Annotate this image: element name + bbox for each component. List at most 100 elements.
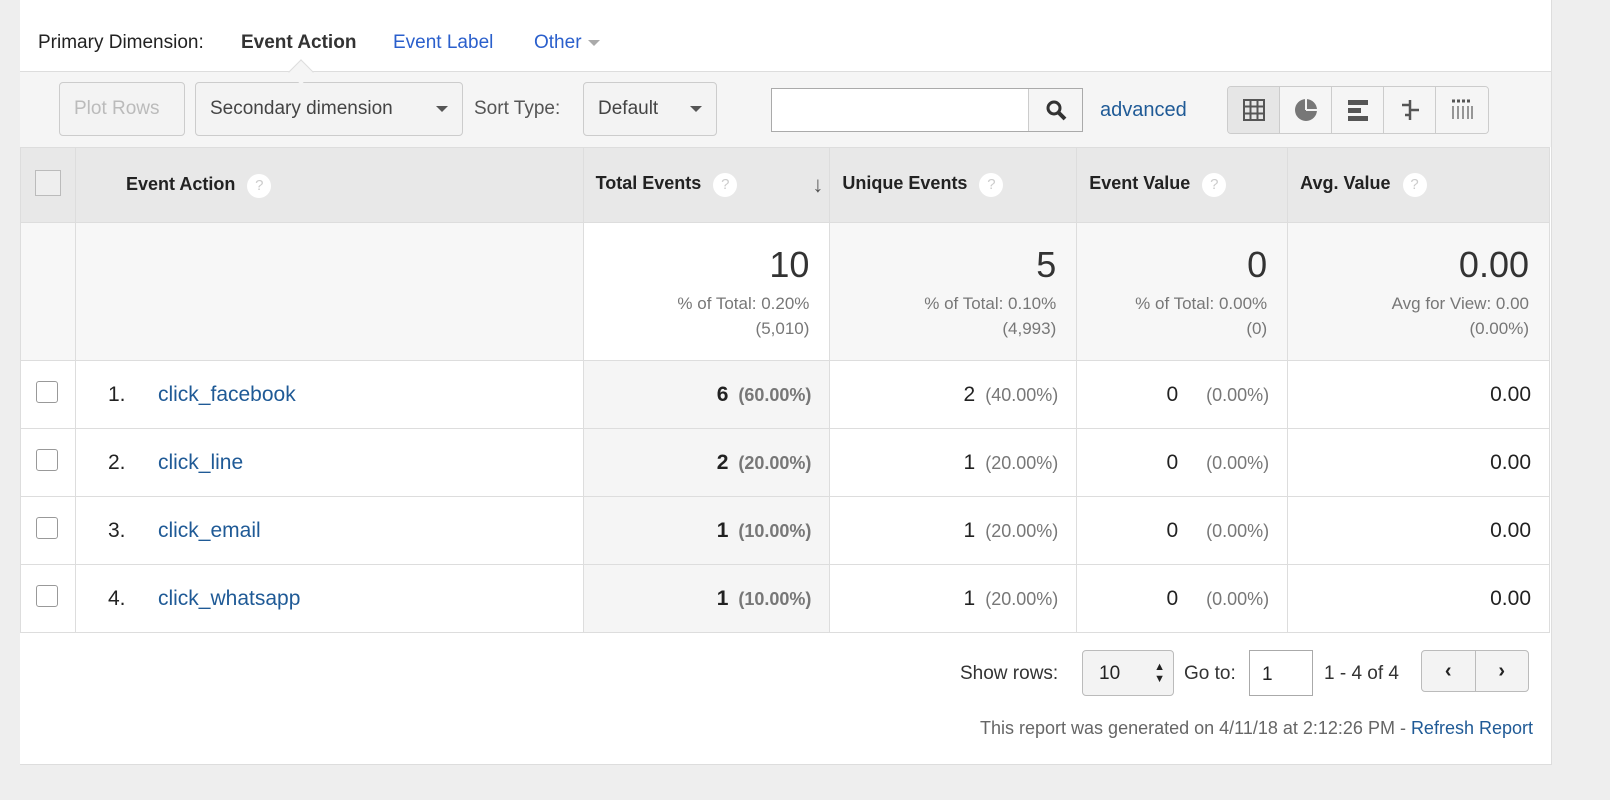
table-view-button[interactable] bbox=[1228, 87, 1280, 133]
goto-label: Go to: bbox=[1184, 663, 1236, 684]
unique-events-percent: (20.00%) bbox=[985, 520, 1059, 541]
row-index: 2. bbox=[107, 450, 126, 474]
primary-dimension-label: Primary Dimension: bbox=[38, 32, 204, 53]
header-label: Event Value bbox=[1089, 173, 1191, 193]
chevron-right-icon: › bbox=[1498, 659, 1506, 682]
chevron-down-icon bbox=[690, 106, 702, 112]
header-label: Event Action bbox=[125, 174, 236, 194]
sort-type-value: Default bbox=[598, 98, 659, 119]
header-label: Total Events bbox=[595, 173, 702, 193]
event-action-link[interactable]: click_email bbox=[157, 518, 261, 542]
pivot-icon bbox=[1452, 99, 1473, 119]
refresh-report-link[interactable]: Refresh Report bbox=[1410, 718, 1533, 738]
row-checkbox[interactable] bbox=[36, 584, 58, 607]
avg-value-value: 0.00 bbox=[1490, 518, 1531, 542]
unique-events-percent: (20.00%) bbox=[985, 588, 1059, 609]
report-table: Event Action? Total Events? ↓ Unique Even… bbox=[20, 147, 1550, 633]
avg-value-value: 0.00 bbox=[1490, 382, 1531, 406]
select-all-checkbox[interactable] bbox=[35, 169, 61, 196]
total-events-percent: (20.00%) bbox=[738, 452, 812, 473]
table-row: 3. click_email 1 (10.00%) 1 (20.00%) 0 (0.00… bbox=[20, 496, 1550, 565]
help-icon[interactable]: ? bbox=[979, 173, 1004, 197]
dimension-event-action[interactable]: Event Action bbox=[241, 32, 357, 53]
row-checkbox[interactable] bbox=[36, 516, 58, 539]
show-rows-label: Show rows: bbox=[960, 663, 1059, 684]
view-switcher bbox=[1227, 86, 1489, 134]
total-events-value: 1 bbox=[716, 586, 729, 610]
sort-type-label: Sort Type: bbox=[474, 98, 561, 119]
summary-event-value: 0% of Total: 0.00% (0) bbox=[1076, 222, 1289, 361]
unique-events-percent: (20.00%) bbox=[985, 452, 1059, 473]
sort-type-dropdown[interactable]: Default bbox=[583, 82, 717, 136]
event-action-link[interactable]: click_whatsapp bbox=[157, 586, 301, 610]
comparison-view-button[interactable] bbox=[1384, 87, 1436, 133]
event-value-percent: (0.00%) bbox=[1206, 384, 1270, 405]
secondary-dimension-dropdown[interactable]: Secondary dimension bbox=[195, 82, 463, 136]
search-input[interactable] bbox=[772, 89, 1022, 129]
table-row: 1. click_facebook 6 (60.00%) 2 (40.00%) 0 (0… bbox=[20, 360, 1550, 429]
help-icon[interactable]: ? bbox=[1402, 173, 1427, 197]
show-rows-value: 10 bbox=[1099, 663, 1121, 684]
total-events-percent: (10.00%) bbox=[738, 588, 812, 609]
header-label: Avg. Value bbox=[1300, 173, 1391, 193]
advanced-filter-link[interactable]: advanced bbox=[1100, 99, 1187, 121]
search-button[interactable] bbox=[1028, 89, 1082, 131]
event-action-link[interactable]: click_line bbox=[157, 450, 244, 474]
help-icon[interactable]: ? bbox=[713, 173, 738, 197]
pivot-view-button[interactable] bbox=[1436, 87, 1488, 133]
unique-events-value: 1 bbox=[963, 518, 976, 542]
avg-value-value: 0.00 bbox=[1490, 450, 1531, 474]
event-action-link[interactable]: click_facebook bbox=[157, 382, 296, 406]
pagination-range: 1 - 4 of 4 bbox=[1324, 663, 1399, 684]
dimension-other[interactable]: Other bbox=[534, 32, 600, 54]
generated-text: This report was generated on 4/11/18 at … bbox=[980, 718, 1411, 738]
stepper-icon: ▲ ▼ bbox=[1154, 661, 1165, 685]
event-value-percent: (0.00%) bbox=[1206, 588, 1270, 609]
performance-icon bbox=[1347, 100, 1368, 121]
row-checkbox[interactable] bbox=[36, 380, 58, 403]
plot-rows-button[interactable]: Plot Rows bbox=[59, 82, 185, 136]
summary-total-events: 10% of Total: 0.20% (5,010) bbox=[582, 222, 831, 361]
sort-descending-icon: ↓ bbox=[812, 172, 824, 197]
row-index: 4. bbox=[107, 586, 126, 610]
event-value-value: 0 bbox=[1166, 518, 1179, 542]
header-unique-events[interactable]: Unique Events? bbox=[829, 147, 1078, 223]
previous-page-button[interactable]: ‹ bbox=[1422, 651, 1476, 691]
comparison-icon bbox=[1401, 100, 1419, 120]
summary-unique-events: 5% of Total: 0.10% (4,993) bbox=[829, 222, 1078, 361]
header-event-action[interactable]: Event Action? bbox=[74, 147, 584, 223]
header-event-value[interactable]: Event Value? bbox=[1076, 147, 1289, 223]
header-avg-value[interactable]: Avg. Value? bbox=[1287, 147, 1550, 223]
event-value-percent: (0.00%) bbox=[1206, 452, 1270, 473]
pie-view-button[interactable] bbox=[1280, 87, 1332, 133]
row-checkbox[interactable] bbox=[36, 448, 58, 471]
help-icon[interactable]: ? bbox=[1202, 173, 1227, 197]
summary-avg-value: 0.00 Avg for View: 0.00 (0.00%) bbox=[1287, 222, 1550, 361]
goto-input[interactable]: 1 bbox=[1249, 650, 1313, 696]
help-icon[interactable]: ? bbox=[247, 174, 272, 198]
table-search bbox=[771, 88, 1083, 132]
summary-row: 10% of Total: 0.20% (5,010) 5% of Total: … bbox=[20, 222, 1550, 361]
table-row: 2. click_line 2 (20.00%) 1 (20.00%) 0 (0.00%… bbox=[20, 428, 1550, 497]
next-page-button[interactable]: › bbox=[1476, 651, 1529, 691]
unique-events-value: 1 bbox=[963, 450, 976, 474]
event-value-value: 0 bbox=[1166, 450, 1179, 474]
primary-dimension-bar: Primary Dimension: Event Action Event La… bbox=[20, 0, 1551, 72]
avg-value-value: 0.00 bbox=[1490, 586, 1531, 610]
total-events-percent: (60.00%) bbox=[738, 384, 812, 405]
report-panel: Primary Dimension: Event Action Event La… bbox=[20, 0, 1552, 765]
table-header-row: Event Action? Total Events? ↓ Unique Even… bbox=[20, 147, 1550, 223]
total-events-value: 1 bbox=[716, 518, 729, 542]
total-events-value: 2 bbox=[716, 450, 729, 474]
event-value-value: 0 bbox=[1166, 586, 1179, 610]
event-value-percent: (0.00%) bbox=[1206, 520, 1270, 541]
show-rows-select[interactable]: 10 ▲ ▼ bbox=[1082, 650, 1174, 696]
event-value-value: 0 bbox=[1166, 382, 1179, 406]
dimension-event-label[interactable]: Event Label bbox=[393, 32, 494, 53]
header-total-events[interactable]: Total Events? ↓ bbox=[582, 147, 831, 223]
report-generated-note: This report was generated on 4/11/18 at … bbox=[980, 718, 1533, 739]
performance-view-button[interactable] bbox=[1332, 87, 1384, 133]
table-icon bbox=[1242, 99, 1265, 121]
row-index: 1. bbox=[107, 382, 126, 406]
chevron-left-icon: ‹ bbox=[1444, 659, 1452, 682]
